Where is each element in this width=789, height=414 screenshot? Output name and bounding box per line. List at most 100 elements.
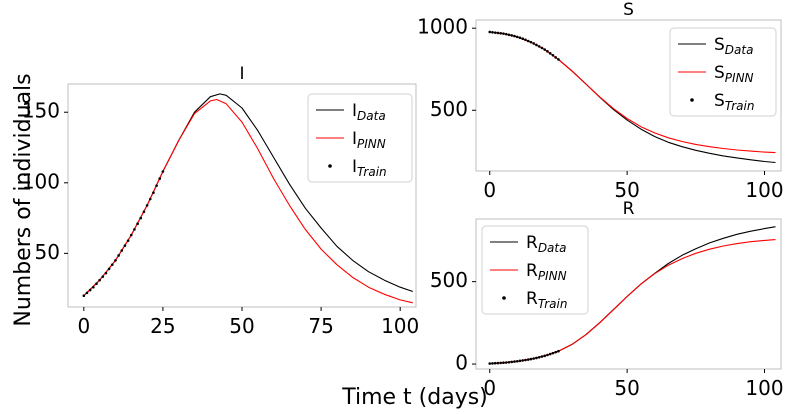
series-line-R_PINN (489, 239, 776, 365)
x-tick-label-I-1: 25 (150, 314, 175, 338)
train-point-I-10 (114, 259, 117, 262)
train-point-I-12 (120, 249, 124, 252)
train-point-S-19 (540, 46, 544, 50)
legend-label-R-2: RTrain (526, 289, 567, 311)
legend-marker-R-2 (502, 296, 506, 300)
train-point-R-10 (515, 359, 519, 363)
plot-frame-S (475, 19, 782, 172)
legend-box-S (669, 27, 777, 117)
train-point-I-17 (136, 222, 139, 226)
series-line-S_PINN (489, 31, 776, 154)
train-point-R-17 (535, 356, 538, 360)
train-point-R-12 (521, 359, 525, 362)
train-point-R-15 (529, 357, 533, 361)
train-point-I-3 (92, 285, 95, 289)
train-point-R-20 (543, 354, 546, 358)
train-point-S-25 (557, 58, 560, 61)
panel-R: R 0 50 100 0 500 RData RPINN RTrain (430, 199, 784, 400)
train-point-R-6 (504, 361, 508, 364)
train-point-S-8 (510, 34, 514, 37)
train-point-R-19 (540, 355, 544, 358)
train-point-S-12 (521, 37, 525, 41)
x-tick-label-S-0: 0 (483, 178, 496, 202)
train-point-S-20 (543, 48, 546, 51)
train-point-R-0 (488, 362, 492, 365)
y-tick-label-I-2: 150 (22, 99, 60, 123)
train-point-S-3 (496, 31, 500, 35)
x-tick-label-S-2: 100 (745, 178, 783, 202)
train-point-R-13 (524, 358, 527, 362)
plot-frame-R (475, 218, 782, 370)
train-point-R-9 (513, 360, 516, 363)
legend-marker-I-2 (328, 164, 332, 168)
train-point-R-18 (537, 355, 541, 359)
train-point-I-22 (152, 191, 155, 194)
y-tick-label-R-1: 500 (430, 268, 468, 292)
train-point-I-19 (142, 210, 146, 214)
train-point-R-24 (554, 350, 557, 354)
panel-title-I: I (239, 64, 244, 84)
x-tick-label-R-0: 0 (483, 376, 496, 400)
x-tick-label-I-2: 50 (229, 314, 254, 338)
train-point-S-6 (504, 32, 508, 36)
train-point-I-14 (126, 239, 130, 242)
x-tick-label-R-2: 100 (745, 376, 783, 400)
train-point-S-24 (554, 56, 557, 59)
train-point-S-0 (488, 30, 492, 34)
train-point-S-21 (546, 50, 549, 53)
legend-label-S-0: SData (714, 35, 753, 57)
train-point-S-11 (518, 36, 522, 40)
legend-box-I (307, 93, 413, 183)
panel-I: I 0 25 50 75 100 50 100 150 IData IPINN ITrain (22, 64, 419, 338)
train-point-R-3 (496, 361, 500, 365)
train-point-I-2 (88, 288, 92, 292)
shared-x-axis-label: Time t (days) (341, 385, 488, 410)
legend-box-R (481, 225, 589, 315)
legend-label-S-1: SPINN (714, 63, 754, 85)
y-tick-label-I-0: 50 (35, 240, 60, 264)
train-point-I-25 (161, 170, 165, 173)
train-point-S-9 (513, 34, 516, 38)
train-point-S-14 (526, 39, 530, 43)
train-point-R-21 (546, 353, 549, 357)
x-tick-label-I-0: 0 (77, 314, 90, 338)
train-point-I-18 (139, 216, 143, 220)
x-tick-label-I-3: 75 (308, 314, 333, 338)
train-point-R-11 (518, 359, 522, 363)
legend-label-S-2: STrain (714, 91, 754, 113)
train-point-S-15 (529, 40, 533, 44)
train-point-S-13 (524, 38, 527, 42)
y-tick-label-S-0: 500 (430, 97, 468, 121)
train-point-I-7 (104, 271, 108, 275)
train-point-S-2 (493, 31, 497, 34)
train-point-I-21 (148, 197, 152, 201)
train-point-R-25 (557, 349, 560, 353)
x-tick-label-I-4: 100 (381, 314, 419, 338)
train-point-I-9 (110, 263, 114, 266)
train-point-S-5 (502, 32, 505, 35)
train-point-I-24 (158, 177, 162, 180)
x-tick-label-R-1: 50 (614, 376, 639, 400)
train-point-I-15 (129, 233, 133, 237)
shared-y-axis-label: Numbers of individuals (11, 73, 36, 326)
train-point-I-11 (117, 254, 120, 257)
train-point-S-18 (537, 45, 541, 48)
panel-title-R: R (623, 199, 635, 219)
y-tick-label-I-1: 100 (22, 169, 60, 193)
train-point-R-2 (493, 361, 497, 365)
train-point-I-6 (101, 275, 105, 278)
train-point-R-22 (548, 352, 552, 356)
train-point-S-7 (507, 33, 511, 37)
train-point-S-4 (499, 31, 503, 35)
train-point-R-14 (526, 358, 530, 361)
y-tick-label-R-0: 0 (455, 351, 468, 375)
train-point-I-16 (133, 228, 136, 231)
train-point-S-16 (532, 42, 536, 45)
legend-S: SData SPINN STrain (669, 27, 777, 117)
legend-marker-S-2 (690, 98, 694, 102)
train-point-S-1 (491, 31, 494, 34)
train-point-R-4 (499, 361, 503, 365)
train-point-S-10 (515, 35, 519, 39)
train-point-I-1 (85, 291, 89, 295)
